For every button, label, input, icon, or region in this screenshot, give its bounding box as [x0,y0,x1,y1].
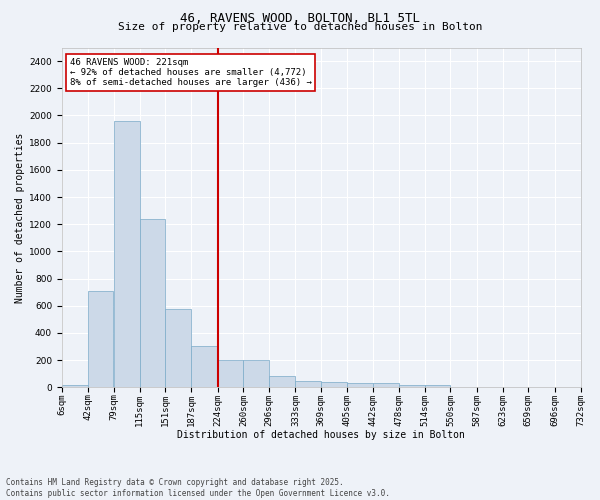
Bar [373,382,399,388]
X-axis label: Distribution of detached houses by size in Bolton: Distribution of detached houses by size … [177,430,465,440]
Y-axis label: Number of detached properties: Number of detached properties [15,132,25,302]
Bar [88,291,113,388]
Bar [166,309,191,388]
Bar [140,220,166,388]
Bar [347,382,373,388]
Text: 46 RAVENS WOOD: 221sqm
← 92% of detached houses are smaller (4,772)
8% of semi-d: 46 RAVENS WOOD: 221sqm ← 92% of detached… [70,58,311,88]
Bar [114,121,140,388]
Bar [425,384,451,388]
Bar [529,386,554,388]
Text: Size of property relative to detached houses in Bolton: Size of property relative to detached ho… [118,22,482,32]
Text: Contains HM Land Registry data © Crown copyright and database right 2025.
Contai: Contains HM Land Registry data © Crown c… [6,478,390,498]
Bar [503,386,529,388]
Bar [477,386,503,388]
Bar [244,360,269,388]
Bar [62,386,88,388]
Text: 46, RAVENS WOOD, BOLTON, BL1 5TL: 46, RAVENS WOOD, BOLTON, BL1 5TL [180,12,420,26]
Bar [321,382,347,388]
Bar [399,384,425,388]
Bar [451,386,476,388]
Bar [269,376,295,388]
Bar [191,346,217,388]
Bar [295,380,321,388]
Bar [218,360,244,388]
